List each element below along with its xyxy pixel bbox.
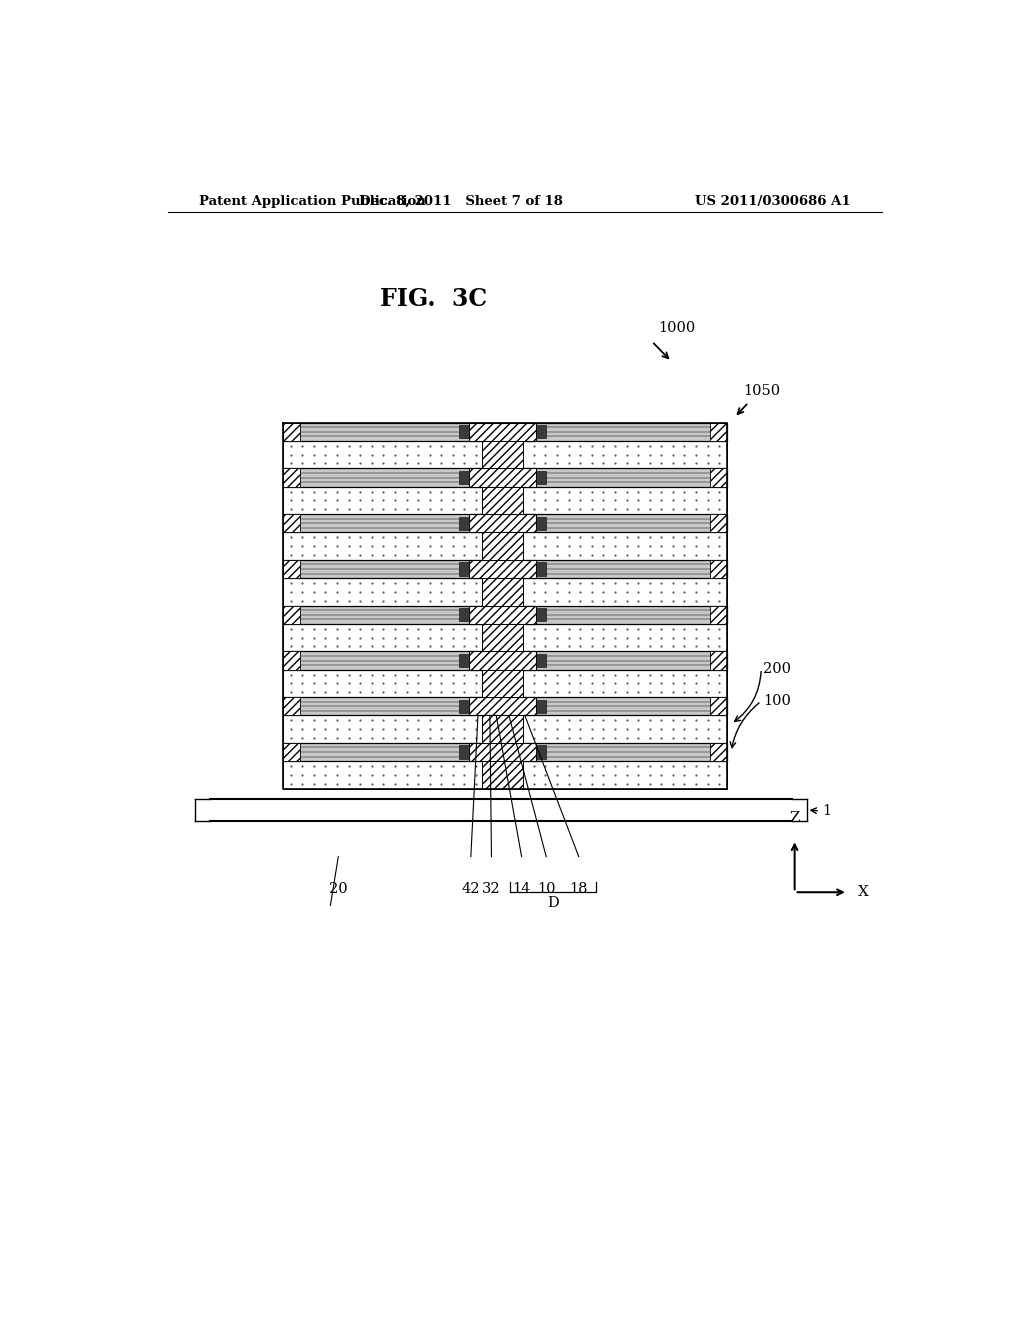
- Text: 1000: 1000: [658, 321, 695, 335]
- Text: 20: 20: [329, 882, 347, 896]
- Text: 10: 10: [537, 882, 555, 896]
- Bar: [283, 606, 727, 624]
- Bar: [283, 560, 727, 578]
- Bar: [469, 651, 537, 669]
- Bar: [469, 469, 537, 487]
- Bar: [482, 762, 523, 788]
- Bar: [283, 560, 300, 578]
- Bar: [460, 516, 469, 529]
- Bar: [460, 562, 469, 576]
- Bar: [283, 469, 300, 487]
- Text: 14: 14: [512, 882, 530, 896]
- Bar: [283, 743, 727, 762]
- Bar: [482, 441, 523, 469]
- Text: 18: 18: [569, 882, 588, 896]
- Text: Dec. 8, 2011   Sheet 7 of 18: Dec. 8, 2011 Sheet 7 of 18: [359, 194, 563, 207]
- Bar: [283, 487, 727, 515]
- Bar: [482, 624, 523, 651]
- Bar: [482, 532, 523, 560]
- Bar: [283, 743, 300, 762]
- Bar: [537, 700, 546, 713]
- Bar: [469, 560, 537, 578]
- Text: D: D: [547, 896, 559, 911]
- Bar: [469, 422, 537, 441]
- Bar: [283, 624, 727, 651]
- Bar: [283, 515, 727, 532]
- Text: 100: 100: [763, 694, 791, 708]
- Bar: [537, 516, 546, 529]
- Text: 1050: 1050: [743, 384, 780, 399]
- Text: Z: Z: [790, 812, 800, 825]
- Bar: [283, 441, 727, 469]
- Text: US 2011/0300686 A1: US 2011/0300686 A1: [694, 194, 850, 207]
- Bar: [710, 697, 727, 715]
- Bar: [469, 515, 537, 532]
- Bar: [460, 653, 469, 667]
- Text: 32: 32: [482, 882, 501, 896]
- Bar: [710, 469, 727, 487]
- Bar: [710, 515, 727, 532]
- Bar: [710, 651, 727, 669]
- Bar: [283, 651, 727, 669]
- Bar: [283, 606, 300, 624]
- Bar: [283, 469, 727, 487]
- Bar: [283, 532, 727, 560]
- Bar: [283, 422, 727, 441]
- Bar: [283, 578, 727, 606]
- Bar: [482, 578, 523, 606]
- Bar: [537, 425, 546, 438]
- Bar: [537, 471, 546, 484]
- Bar: [460, 425, 469, 438]
- Bar: [482, 669, 523, 697]
- Bar: [460, 700, 469, 713]
- Bar: [537, 609, 546, 622]
- Bar: [283, 715, 727, 743]
- Text: FIG.  3C: FIG. 3C: [380, 286, 487, 310]
- Bar: [482, 487, 523, 515]
- Bar: [460, 609, 469, 622]
- Bar: [537, 653, 546, 667]
- Bar: [283, 697, 727, 715]
- Text: X: X: [858, 886, 869, 899]
- Bar: [482, 715, 523, 743]
- Bar: [710, 560, 727, 578]
- Bar: [469, 606, 537, 624]
- Bar: [537, 746, 546, 759]
- Bar: [460, 471, 469, 484]
- Bar: [283, 422, 300, 441]
- Text: 42: 42: [462, 882, 480, 896]
- Bar: [537, 562, 546, 576]
- Bar: [710, 422, 727, 441]
- Text: 1: 1: [822, 804, 831, 818]
- Text: Patent Application Publication: Patent Application Publication: [200, 194, 426, 207]
- Bar: [283, 669, 727, 697]
- Bar: [460, 746, 469, 759]
- Bar: [283, 762, 727, 788]
- Bar: [710, 606, 727, 624]
- Bar: [469, 743, 537, 762]
- Bar: [283, 515, 300, 532]
- Bar: [710, 743, 727, 762]
- Bar: [283, 651, 300, 669]
- Bar: [469, 697, 537, 715]
- Text: 200: 200: [763, 661, 791, 676]
- Bar: [283, 697, 300, 715]
